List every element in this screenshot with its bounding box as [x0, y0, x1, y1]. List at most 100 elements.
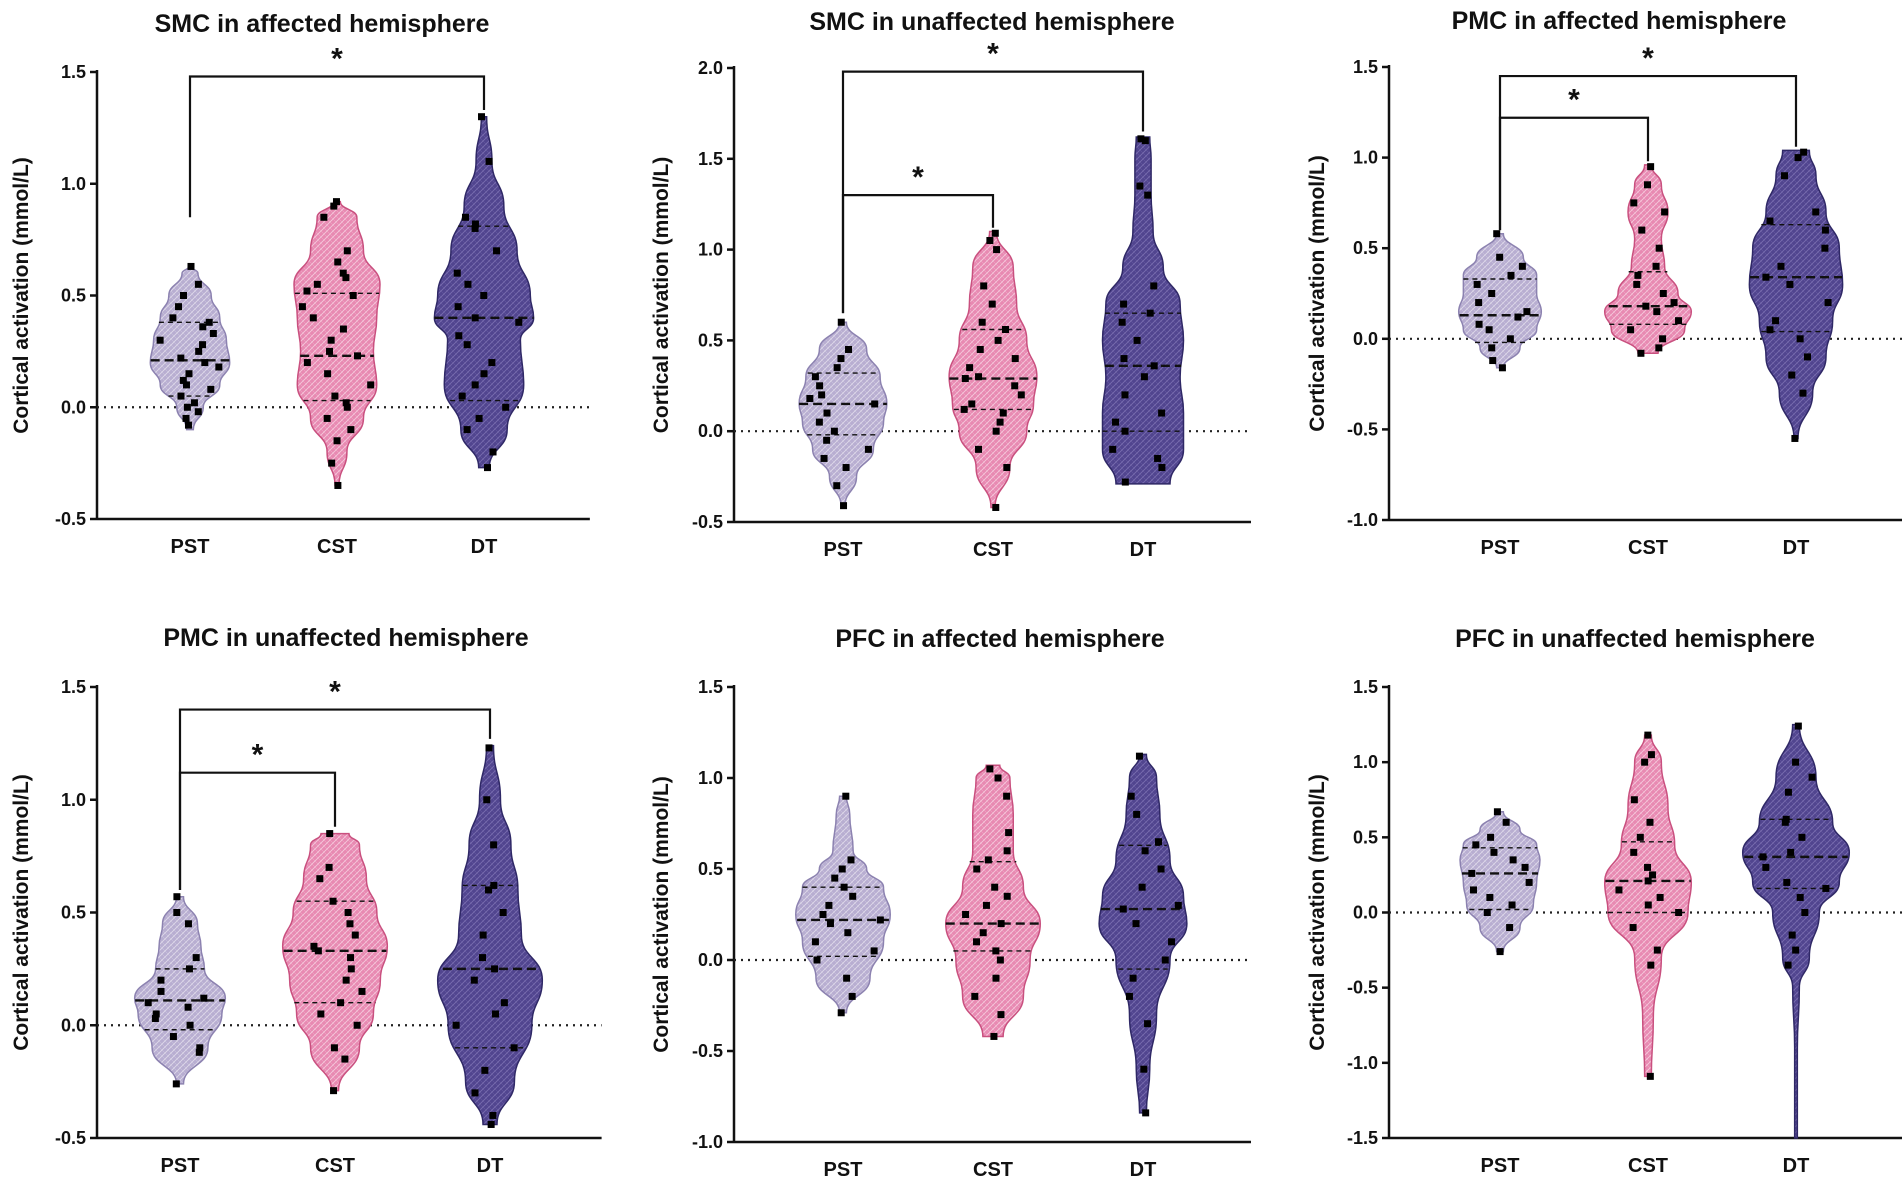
data-point-dt [1146, 309, 1154, 317]
data-point-dt [1136, 182, 1144, 190]
x-category-label-pst: PST [1481, 537, 1520, 559]
significance-star: * [252, 739, 264, 772]
data-point-cst [1003, 892, 1011, 900]
data-point-pst [1507, 271, 1515, 279]
data-point-dt [463, 341, 471, 349]
data-point-cst [349, 292, 357, 299]
panel-6: PFC in unaffected hemisphere Cortical act… [1306, 625, 1902, 1177]
data-point-cst [968, 400, 976, 408]
data-point-pst [1506, 924, 1514, 932]
data-point-cst [343, 247, 351, 255]
data-point-dt [1112, 418, 1120, 426]
data-point-dt [1821, 244, 1829, 252]
data-point-cst [1636, 833, 1644, 841]
data-point-dt [485, 886, 493, 894]
data-point-pst [172, 1080, 180, 1088]
data-point-dt [1174, 901, 1182, 909]
data-point-dt [1141, 137, 1149, 145]
data-point-cst [994, 336, 1002, 344]
data-point-pst [177, 354, 185, 362]
data-point-dt [1824, 299, 1832, 307]
data-point-cst [1644, 863, 1652, 871]
data-point-dt [455, 332, 463, 340]
y-tick-label: 1.5 [698, 149, 723, 169]
data-point-dt [1798, 833, 1806, 841]
data-point-dt [1791, 434, 1799, 442]
data-point-pst [180, 292, 188, 299]
data-point-cst [347, 965, 355, 973]
data-point-cst [992, 503, 1000, 511]
data-point-dt [1783, 878, 1791, 886]
y-tick-label: 1.5 [698, 677, 723, 697]
data-point-pst [1487, 833, 1495, 841]
y-tick-label: -1.0 [1347, 1053, 1378, 1073]
data-point-pst [833, 364, 841, 372]
data-point-pst [811, 373, 819, 381]
x-category-label-cst: CST [973, 1159, 1013, 1181]
y-tick-label: 2.0 [698, 58, 723, 78]
data-point-dt [1762, 273, 1770, 281]
data-point-pst [1496, 253, 1504, 261]
data-point-dt [489, 1111, 497, 1119]
data-point-dt [458, 392, 466, 400]
x-category-label-cst: CST [1628, 537, 1668, 559]
data-point-cst [1647, 751, 1655, 759]
data-point-dt [471, 381, 479, 389]
data-point-dt [488, 359, 496, 367]
x-category-label-cst: CST [973, 539, 1013, 561]
data-point-dt [1138, 883, 1146, 891]
y-tick-label: 1.0 [1353, 148, 1378, 168]
data-point-dt [1762, 863, 1770, 871]
data-point-cst [1659, 335, 1667, 343]
data-point-dt [1168, 938, 1176, 946]
data-point-pst [823, 409, 831, 417]
y-axis-label: Cortical activation (mmol/L) [10, 157, 33, 434]
data-point-cst [1644, 901, 1652, 909]
data-point-dt [1150, 282, 1158, 290]
significance-bracket [178, 708, 492, 890]
violin-pst [794, 795, 892, 1014]
data-point-pst [815, 418, 823, 426]
significance-bracket [1498, 74, 1798, 231]
data-point-dt [1822, 884, 1830, 892]
y-tick-label: -1.0 [1347, 510, 1378, 530]
data-point-pst [144, 999, 152, 1007]
data-point-dt [1133, 810, 1141, 818]
data-point-cst [1003, 847, 1011, 855]
y-tick-label: -1.5 [1347, 1128, 1378, 1148]
y-tick-label: 1.5 [61, 677, 86, 697]
data-point-pst [152, 1010, 160, 1018]
data-point-dt [1784, 961, 1792, 969]
data-point-dt [1157, 865, 1165, 873]
data-point-cst [330, 1087, 338, 1095]
panel-3: PMC in affected hemisphere Cortical activ… [1306, 7, 1902, 559]
data-point-dt [510, 1044, 518, 1052]
data-point-dt [1787, 848, 1795, 856]
data-point-pst [209, 329, 217, 337]
data-point-pst [183, 403, 191, 411]
data-point-dt [1141, 847, 1149, 855]
data-point-pst [201, 359, 209, 367]
panel-title: PMC in affected hemisphere [1452, 7, 1787, 35]
panel-5: PFC in affected hemisphere Cortical activ… [650, 625, 1251, 1181]
data-point-pst [1493, 230, 1501, 238]
y-tick-label: 0.0 [61, 397, 86, 417]
data-point-cst [992, 427, 1000, 435]
data-point-cst [1661, 208, 1669, 216]
data-point-cst [353, 1021, 361, 1029]
data-point-dt [481, 1066, 489, 1074]
data-point-dt [1808, 773, 1816, 781]
y-axis-label: Cortical activation (mmol/L) [1306, 155, 1329, 432]
data-point-pst [1521, 863, 1529, 871]
data-point-dt [515, 318, 523, 326]
data-point-cst [339, 325, 347, 333]
data-point-cst [347, 954, 355, 962]
data-point-dt [489, 448, 497, 456]
data-point-pst [813, 956, 821, 964]
data-point-pst [1525, 878, 1533, 886]
data-point-cst [337, 999, 345, 1007]
data-point-cst [1649, 871, 1657, 879]
data-point-dt [1109, 445, 1117, 453]
data-point-pst [1486, 893, 1494, 901]
data-point-pst [182, 381, 190, 389]
